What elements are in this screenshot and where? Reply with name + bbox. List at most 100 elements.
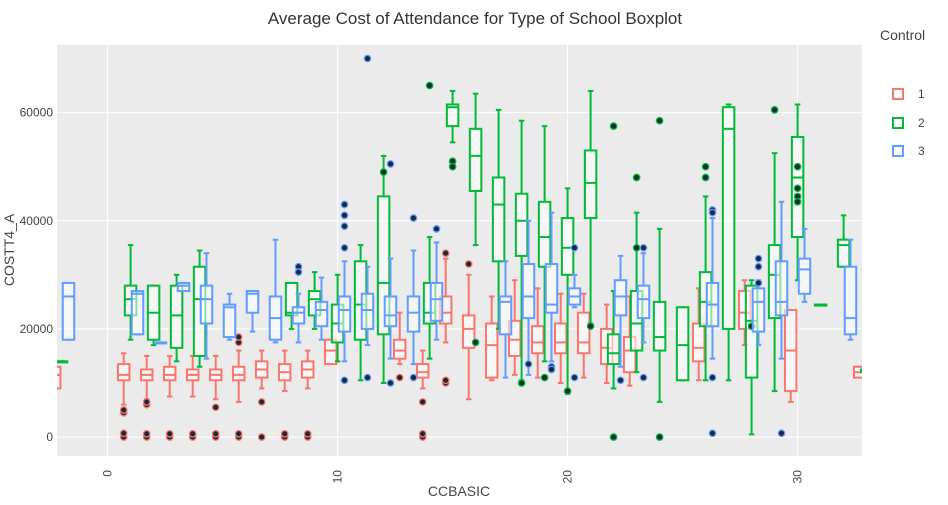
box-group-control-3 (199, 252, 214, 360)
legend-item-3[interactable]: 3 (892, 141, 925, 161)
outlier-point (340, 222, 349, 231)
legend-swatch-1 (892, 88, 904, 100)
box-group-control-3 (521, 219, 536, 376)
box-group-control-1 (185, 354, 200, 441)
outlier-point (708, 208, 717, 217)
box-group-control-1 (139, 354, 154, 441)
outlier-point (754, 279, 763, 287)
box-group-control-1 (553, 292, 568, 384)
box-group-control-2 (514, 119, 529, 387)
outlier-point (609, 433, 618, 441)
box-group-control-3 (774, 200, 789, 438)
outlier-point (303, 429, 312, 438)
box-iqr (169, 284, 184, 349)
outlier-point (432, 225, 441, 233)
box-iqr (360, 292, 375, 330)
box-group-control-2 (57, 360, 69, 364)
outlier-point (708, 429, 717, 438)
box-group-control-2 (836, 214, 851, 268)
outlier-point (142, 429, 151, 438)
box-group-control-3 (245, 290, 260, 333)
outlier-point (234, 429, 243, 438)
box-group-control-3 (567, 243, 582, 382)
box-iqr (514, 192, 529, 257)
outlier-point (211, 403, 220, 412)
box-iqr (636, 284, 651, 320)
outlier-point (340, 243, 349, 252)
box-group-control-2 (652, 116, 667, 441)
box-group-control-2 (606, 122, 621, 441)
legend-label-1: 1 (918, 87, 925, 101)
box-group-control-3 (360, 54, 375, 382)
box-group-control-2 (330, 273, 345, 363)
outlier-point (655, 433, 664, 441)
box-group-control-3 (61, 281, 76, 341)
box-iqr (406, 295, 421, 333)
box-iqr (199, 284, 214, 325)
legend-item-1[interactable]: 1 (892, 84, 925, 104)
box-iqr (751, 287, 766, 333)
box-group-control-2 (721, 103, 736, 382)
outlier-point (770, 106, 779, 114)
outlier-point (524, 360, 533, 368)
box-group-control-1 (231, 333, 246, 441)
box-iqr (537, 200, 552, 268)
y-tick-label: 60000 (20, 106, 54, 120)
x-tick-label: 0 (101, 470, 115, 477)
box-group-control-2 (146, 284, 161, 347)
box-iqr (774, 260, 789, 317)
box-group-control-1 (461, 260, 476, 401)
box-iqr (498, 295, 513, 336)
outlier-point (409, 373, 418, 382)
box-iqr (222, 303, 237, 339)
box-iqr (162, 365, 177, 382)
box-group-control-3 (291, 262, 306, 344)
box-group-control-1 (392, 311, 407, 382)
outlier-point (448, 162, 457, 171)
box-group-control-2 (422, 81, 437, 360)
outlier-point (464, 260, 473, 268)
grid-lines (57, 45, 862, 456)
outlier-point (632, 243, 641, 252)
box-group-control-3 (751, 254, 766, 347)
x-tick-label: 20 (561, 470, 575, 484)
outlier-point (547, 365, 556, 374)
box-iqr (606, 333, 621, 366)
box-group-control-1 (438, 249, 453, 387)
box-iqr (245, 290, 260, 314)
outlier-point (793, 184, 802, 193)
box-group-control-1 (57, 365, 62, 390)
outlier-point (639, 243, 648, 252)
box-iqr (691, 322, 706, 363)
legend-swatch-3 (892, 145, 904, 157)
legend-item-2[interactable]: 2 (892, 113, 925, 133)
box-group-control-2 (813, 303, 828, 307)
box-group-control-1 (530, 287, 545, 379)
box-group-control-1 (691, 287, 706, 382)
outlier-point (409, 214, 418, 222)
box-group-control-2 (790, 103, 805, 282)
box-group-control-1 (507, 279, 522, 376)
box-group-control-2 (583, 89, 598, 331)
box-iqr (484, 322, 499, 379)
outlier-point (257, 398, 266, 406)
x-axis-label: CCBASIC (428, 483, 490, 499)
outlier-point (363, 54, 372, 63)
box-group-control-2 (468, 92, 483, 347)
outlier-point (701, 162, 710, 171)
outlier-point (570, 243, 579, 252)
box-group-control-3 (613, 254, 628, 385)
box-iqr (576, 311, 591, 355)
box-group-control-2 (491, 108, 506, 330)
outlier-point (418, 429, 427, 438)
box-group-control-3 (153, 341, 168, 345)
box-iqr (231, 365, 246, 382)
outlier-point (563, 387, 572, 395)
x-tick-label: 30 (791, 470, 805, 484)
outlier-point (793, 197, 802, 206)
legend-label-3: 3 (918, 144, 925, 158)
outlier-point (294, 268, 303, 276)
box-group-control-3 (222, 292, 237, 341)
outlier-point (280, 429, 289, 438)
